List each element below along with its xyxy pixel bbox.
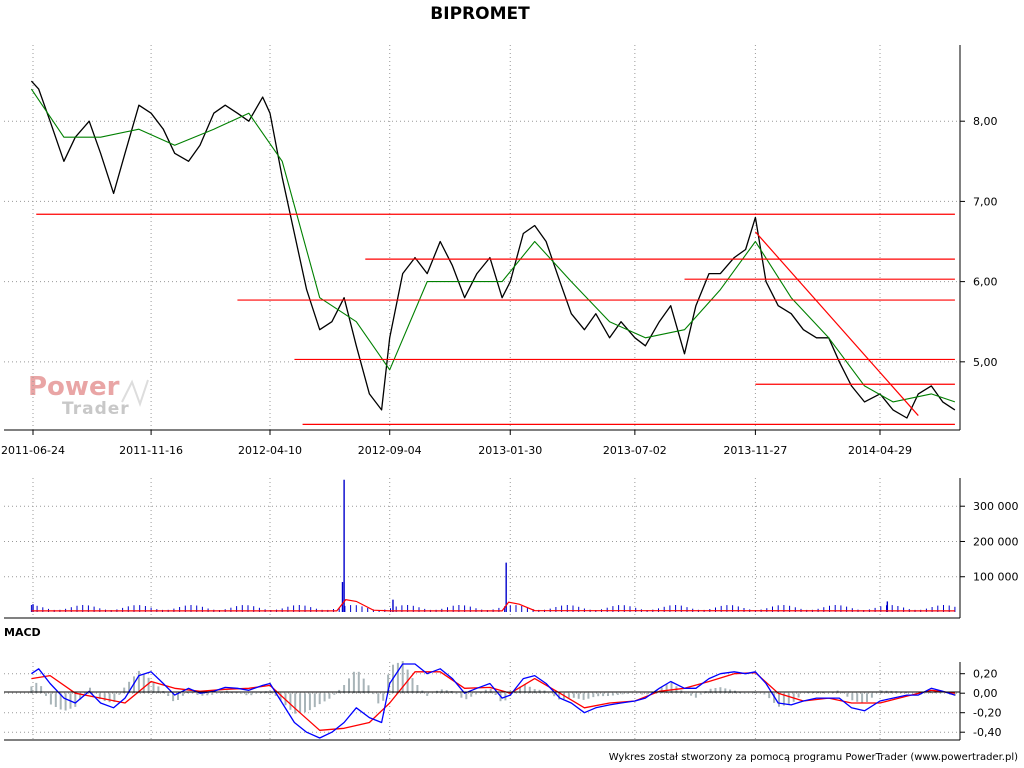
y-tick-label: 6,00 [973,276,998,289]
volume-ma-line [31,599,955,612]
y-tick-label: 0,20 [973,668,998,681]
watermark-power-text: Power [28,372,120,402]
support-resistance-group [36,213,955,425]
x-tick-label: 2013-11-27 [723,444,787,457]
y-tick-label: 7,00 [973,195,998,208]
x-tick-label: 2012-09-04 [358,444,422,457]
y-tick-label: 100 000 [973,571,1019,584]
macd-y-ticks: 0,20 0,00 -0,20 -0,40 [960,668,1001,739]
y-tick-label: -0,20 [973,707,1001,720]
watermark-trader-text: Trader [62,399,130,419]
price-series-group [30,80,956,419]
x-tick-label: 2012-04-10 [238,444,302,457]
macd-signal-line [31,671,955,731]
volume-grid [4,478,960,618]
y-tick-label: 8,00 [973,115,998,128]
y-tick-label: 200 000 [973,535,1019,548]
footer-credit: Wykres został stworzony za pomocą progra… [609,752,1018,763]
chart-title: BIPROMET [430,4,530,24]
y-tick-label: 5,00 [973,356,998,369]
x-tick-label: 2014-04-29 [848,444,912,457]
x-tick-label: 2013-01-30 [478,444,542,457]
powertrader-watermark: Power Trader [28,372,149,419]
macd-panel-label: MACD [4,626,41,639]
price-y-ticks: 5,00 6,00 7,00 8,00 [960,115,998,369]
downtrend-line [754,231,919,416]
price-close-line [30,80,956,419]
x-tick-label: 2011-11-16 [119,444,183,457]
volume-y-ticks: 100 000 200 000 300 000 [960,500,1019,584]
macd-grid [4,662,960,740]
volume-series-group [30,479,956,612]
price-grid [4,45,960,430]
y-tick-label: -0,40 [973,726,1001,739]
price-ma-line [30,88,956,403]
y-tick-label: 0,00 [973,687,998,700]
y-tick-label: 300 000 [973,500,1019,513]
x-tick-label: 2011-06-24 [1,444,65,457]
macd-line [31,663,956,739]
x-tick-label: 2013-07-02 [603,444,667,457]
watermark-swoosh-icon [121,379,149,408]
price-x-ticks: 2011-06-24 2011-11-16 2012-04-10 2012-09-04… [1,430,912,457]
